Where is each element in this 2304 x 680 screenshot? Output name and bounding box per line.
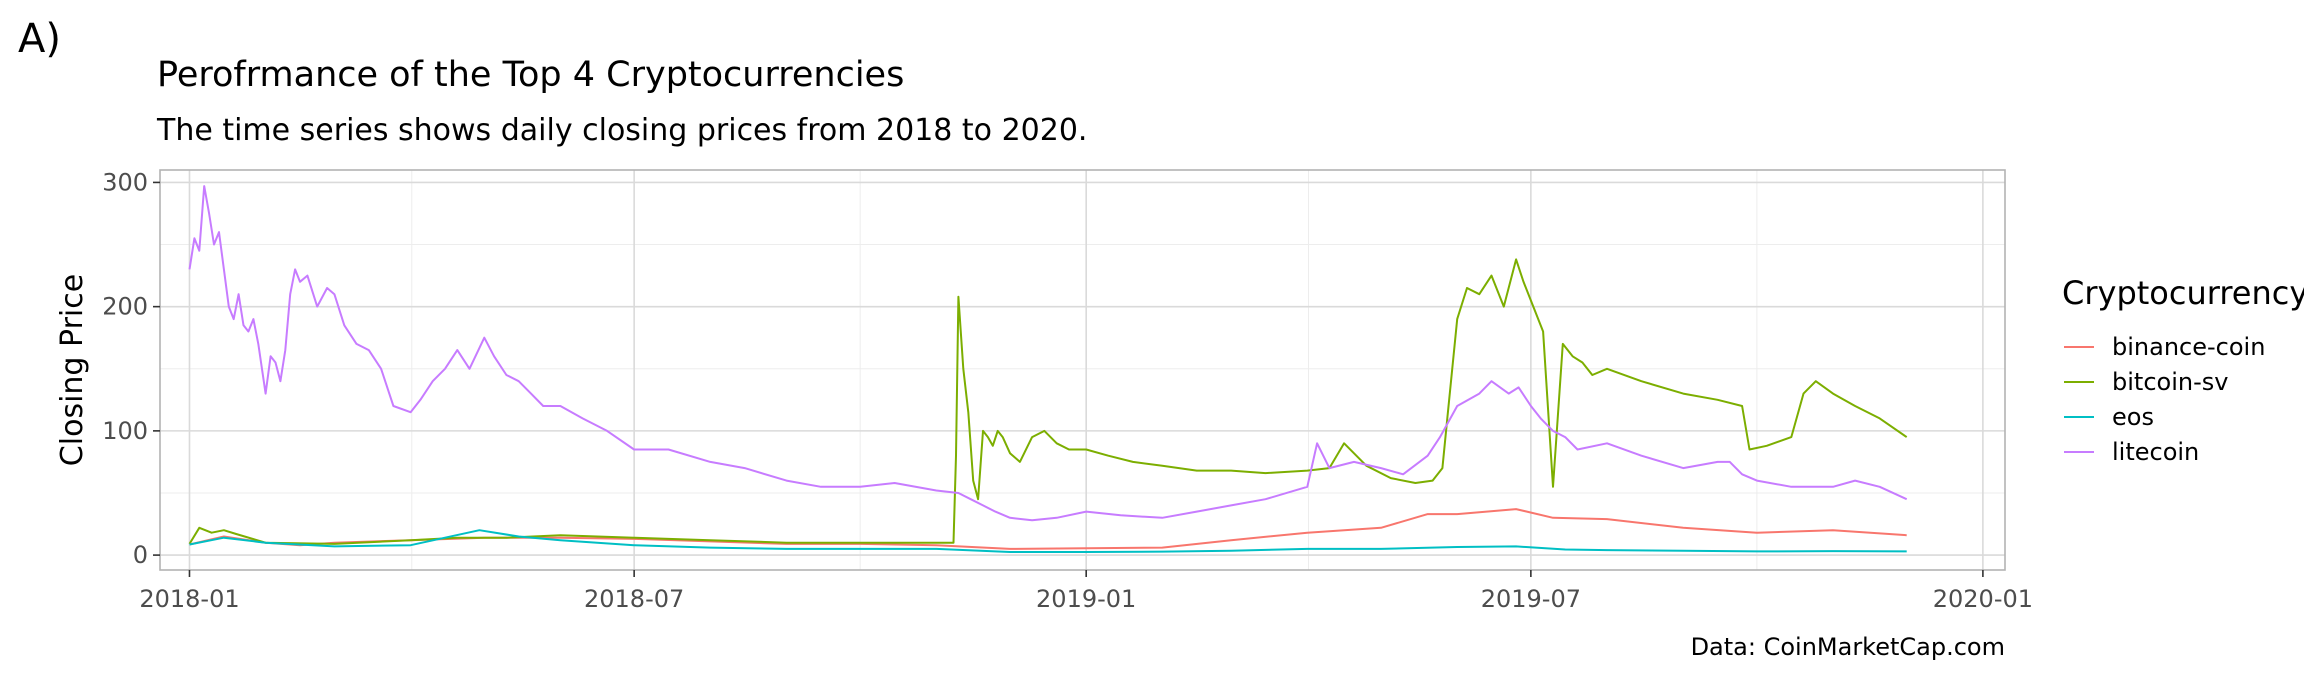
grid-lines [160,170,2005,570]
series-line-eos [189,529,1907,553]
series-line-litecoin [188,185,1908,522]
legend-label-bitcoin-sv: bitcoin-sv [2112,368,2228,396]
y-tick-label: 200 [102,293,148,321]
y-axis-label: Closing Price [55,274,90,466]
panel-label: A) [18,16,61,62]
series-lines [188,185,1908,553]
chart-subtitle: The time series shows daily closing pric… [156,113,1087,148]
panel-border [159,169,2006,571]
series-line-binance-coin [189,508,1907,550]
chart-title: Perofrmance of the Top 4 Cryptocurrencie… [157,55,904,95]
y-tick-label: 300 [102,168,148,196]
x-tick-label: 2018-01 [139,585,239,613]
x-tick-label: 2020-01 [1933,585,2033,613]
x-tick-label: 2018-07 [584,585,684,613]
x-tick-label: 2019-07 [1481,585,1581,613]
series-line-bitcoin-sv [188,258,1908,545]
x-tick-label: 2019-01 [1036,585,1136,613]
legend-items: binance-coin bitcoin-sv eos litecoin [2064,333,2265,466]
y-axis: 0 100 200 300 [102,168,160,569]
x-axis: 2018-01 2018-07 2019-01 2019-07 2020-01 [139,570,2033,613]
legend-label-eos: eos [2112,403,2154,431]
legend-label-binance-coin: binance-coin [2112,333,2265,361]
y-tick-label: 0 [133,541,148,569]
legend-label-litecoin: litecoin [2112,438,2199,466]
plot-panel [159,169,2006,571]
data-source-caption: Data: CoinMarketCap.com [1691,633,2005,661]
y-tick-label: 100 [102,417,148,445]
legend: Cryptocurrency binance-coin bitcoin-sv eos… [2062,274,2304,466]
legend-title: Cryptocurrency [2062,274,2304,312]
